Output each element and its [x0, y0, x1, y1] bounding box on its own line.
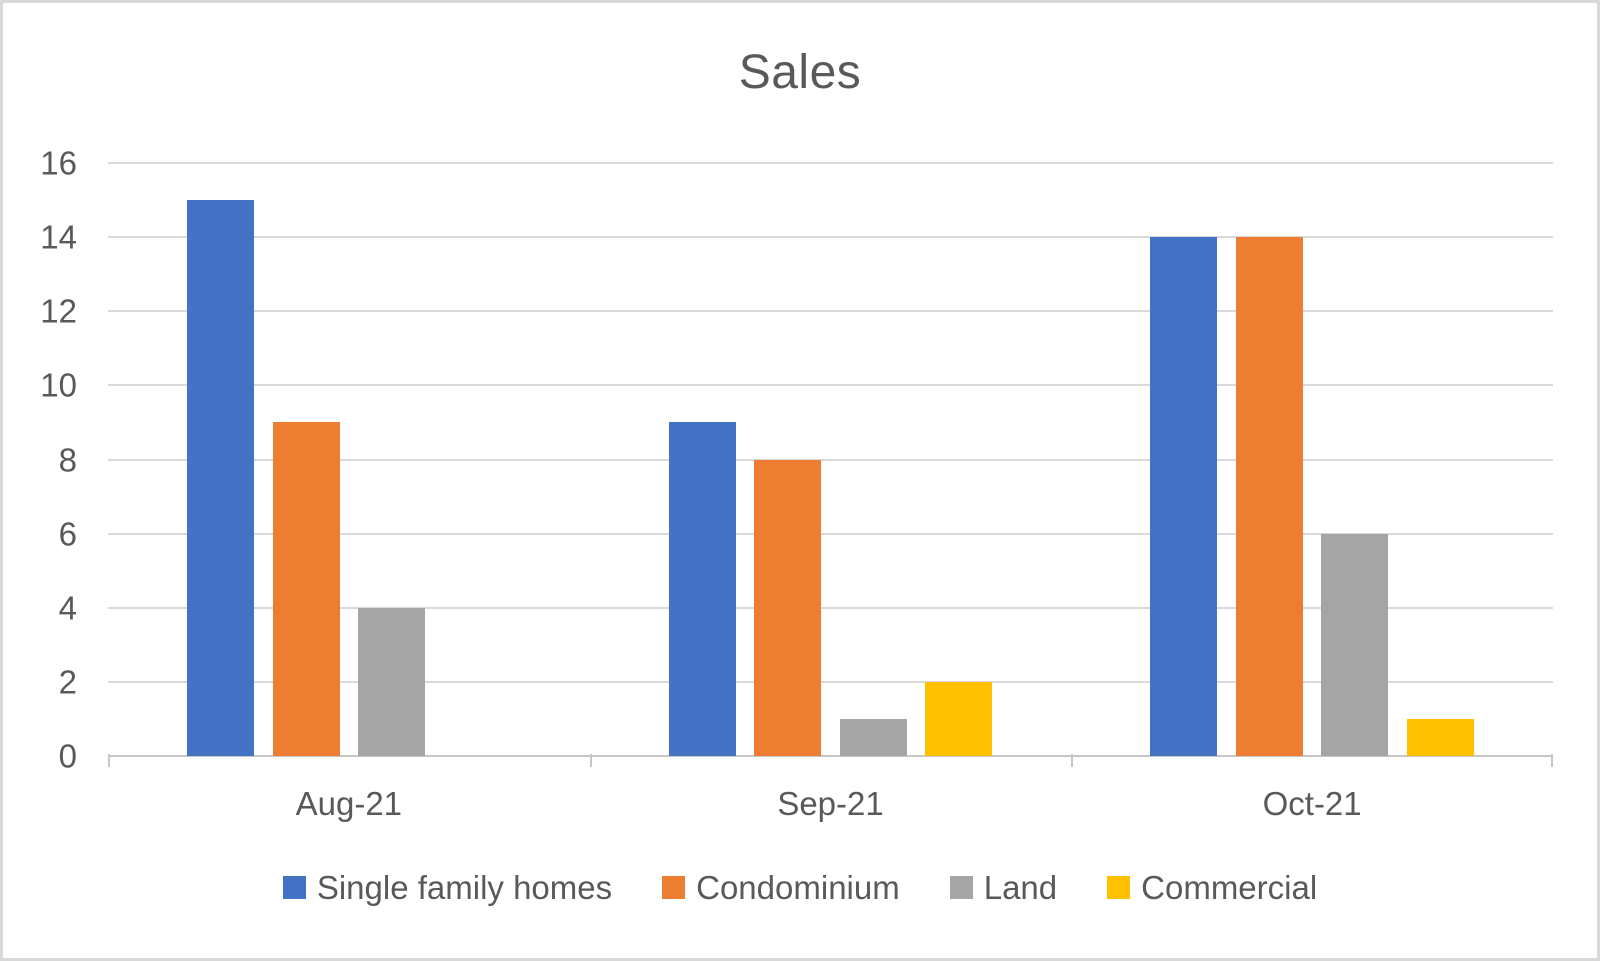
x-axis-tick-1 [589, 754, 592, 767]
x-axis-line [108, 755, 1553, 757]
y-tick-label-4: 4 [58, 589, 77, 627]
y-tick-label-10: 10 [40, 366, 77, 404]
gridline-10 [108, 384, 1553, 387]
gridline-6 [108, 532, 1553, 535]
gridline-16 [108, 162, 1553, 164]
x-axis-tick-0 [108, 754, 110, 767]
y-tick-label-12: 12 [40, 292, 77, 330]
y-axis-labels: 0 2 4 6 8 10 12 14 16 [3, 147, 77, 773]
chart-title: Sales [738, 46, 862, 99]
gridline-14 [108, 236, 1553, 239]
bar-commercial-oct-21 [1406, 718, 1474, 756]
bar-land-aug-21 [358, 607, 426, 756]
legend-label-commercial: Commercial [1141, 869, 1318, 906]
bar-land-sep-21 [839, 718, 907, 756]
legend-item-single-family-homes: Single family homes [282, 869, 613, 906]
bar-single-family-homes-aug-21 [187, 200, 255, 756]
gridline-4 [108, 606, 1553, 609]
bar-condominium-oct-21 [1235, 237, 1303, 756]
plot-area [108, 162, 1553, 767]
y-tick-label-0: 0 [58, 737, 77, 775]
y-tick-label-8: 8 [58, 441, 77, 478]
bar-single-family-homes-sep-21 [668, 422, 736, 756]
x-category-label-aug-21: Aug-21 [295, 785, 403, 822]
legend-label-single-family-homes: Single family homes [316, 869, 613, 906]
x-axis-tick-2 [1071, 754, 1074, 767]
gridline-2 [108, 680, 1553, 683]
bar-commercial-sep-21 [925, 681, 993, 756]
legend-swatch-single-family-homes [282, 876, 306, 899]
y-tick-label-14: 14 [40, 218, 77, 256]
legend-swatch-land [949, 876, 973, 899]
x-axis-tick-3 [1551, 754, 1553, 767]
x-axis-labels: Aug-21 Sep-21 Oct-21 [108, 785, 1553, 831]
legend-swatch-condominium [662, 876, 686, 899]
gridline-12 [108, 310, 1553, 313]
legend-label-condominium: Condominium [696, 869, 900, 906]
x-category-label-sep-21: Sep-21 [777, 785, 884, 822]
legend-swatch-commercial [1107, 876, 1131, 899]
legend-item-commercial: Commercial [1107, 871, 1317, 904]
bar-condominium-aug-21 [272, 422, 340, 756]
legend: Single family homes Condominium Land Commer… [3, 871, 1597, 904]
legend-item-land: Land [949, 869, 1058, 906]
bar-single-family-homes-oct-21 [1150, 237, 1218, 756]
bar-land-oct-21 [1321, 533, 1389, 756]
gridline-8 [108, 458, 1553, 461]
bar-condominium-sep-21 [754, 459, 822, 756]
y-tick-label-6: 6 [58, 515, 77, 553]
legend-item-condominium: Condominium [662, 871, 900, 904]
y-tick-label-2: 2 [58, 663, 77, 701]
x-category-label-oct-21: Oct-21 [1262, 785, 1362, 822]
legend-label-land: Land [983, 869, 1058, 906]
y-tick-label-16: 16 [40, 144, 77, 182]
